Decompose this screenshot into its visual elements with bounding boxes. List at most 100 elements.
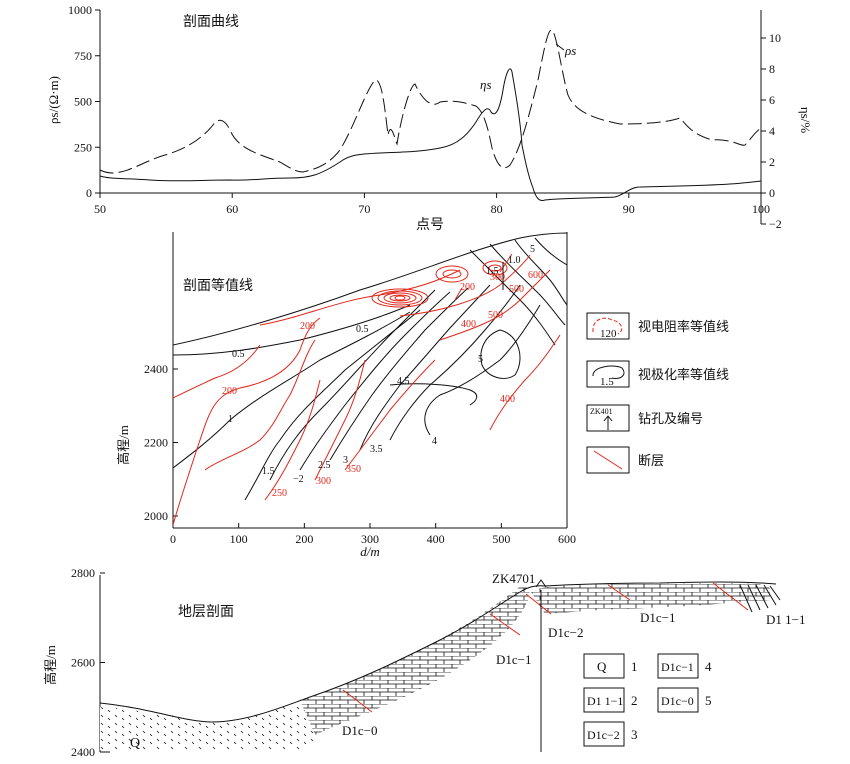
fault-line [499, 253, 513, 273]
contour-label: 600 [528, 270, 543, 281]
tick-label: 500 [492, 532, 510, 546]
panel1-left-label: ρs/(Ω·m) [46, 76, 61, 124]
quaternary-layer [100, 700, 320, 750]
strata-legend-num: 3 [631, 727, 638, 742]
panel3-y-label: 高程/m [43, 645, 58, 685]
contour-field [173, 232, 567, 526]
strata-legend-num: 2 [631, 693, 638, 708]
tick-label: −2 [769, 217, 782, 231]
tick-label: 100 [752, 202, 770, 216]
legend-item-polarization: 1.5 视极化率等值线 [586, 360, 729, 388]
tick-label: 0 [86, 186, 92, 200]
contour-label: 1.0 [508, 255, 521, 266]
topography-line [173, 232, 567, 346]
panel1-x-ticks: 50 60 70 80 90 100 [94, 193, 770, 216]
tick-label: 8 [769, 62, 775, 76]
legend-sample: ZK401 [590, 407, 613, 416]
tick-label: 50 [94, 202, 106, 216]
strata-legend: Q 1 D1 1−1 2 D1c−2 3 D1c−1 4 D1c−0 5 [583, 653, 712, 747]
strata-legend-sym: D1c−0 [661, 694, 694, 708]
panel1-left-ticks: 0 250 500 750 1000 [68, 3, 100, 200]
contour-label: 350 [346, 464, 361, 475]
contour-label: 1.5 [262, 466, 275, 477]
tick-label: 90 [623, 202, 635, 216]
legend-item-borehole: ZK401 钻孔及编号 [586, 404, 703, 432]
panel1-title: 剖面曲线 [183, 14, 239, 30]
limestone-strata [300, 586, 530, 735]
panel1-right-ticks: −2 0 2 4 6 8 10 [761, 31, 782, 231]
borehole-label: ZK4701 [492, 571, 535, 586]
contour-label: 1.5 [486, 266, 499, 277]
panel2-x-label: d/m [360, 544, 380, 559]
contour-label: 400 [500, 394, 515, 405]
contour-label: 5 [530, 244, 535, 255]
limestone-strata [530, 583, 770, 614]
panel1-x-label: 点号 [416, 217, 444, 233]
strata-legend-sym: Q [597, 659, 607, 674]
contour-label: 1 [228, 414, 233, 425]
contour-label: 2.5 [318, 460, 331, 471]
stratigraphic-panel: 地层剖面 2400 2600 2800 高程/m ZK4701 Q D1c−0 D1… [43, 566, 805, 759]
panel2-y-ticks: 2000 2200 2400 [144, 362, 178, 523]
contour-label: 200 [222, 386, 237, 397]
tick-label: 250 [74, 140, 92, 154]
terrain-surface [99, 581, 777, 723]
contour-label: 300 [490, 272, 505, 283]
tick-label: 600 [558, 532, 576, 546]
contour-label: 0.5 [232, 349, 245, 360]
tick-label: 400 [427, 532, 445, 546]
panel2-y-label: 高程/m [116, 425, 131, 465]
strata-legend-sym: D1 1−1 [587, 694, 623, 708]
contour-label: −2 [293, 474, 304, 485]
legend-label: 钻孔及编号 [638, 411, 703, 426]
tick-label: 500 [74, 95, 92, 109]
tick-label: 2000 [144, 509, 168, 523]
contour-label: 3 [343, 455, 348, 466]
contour-label: 4 [432, 436, 437, 447]
tick-label: 2400 [144, 362, 168, 376]
legend-label: 视电阻率等值线 [638, 319, 729, 334]
contour-label: 0.5 [356, 324, 369, 335]
tick-label: 0 [170, 532, 176, 546]
tick-label: 4 [769, 124, 775, 138]
tick-label: 300 [361, 532, 379, 546]
fault-traces [342, 582, 749, 713]
contour-label: 400 [461, 319, 476, 330]
resistivity-contours [173, 254, 561, 526]
strata-legend-sym: D1c−1 [661, 660, 694, 674]
legend-item-fault: 断层 [586, 446, 664, 474]
tick-label: 0 [769, 186, 775, 200]
legend-sample: 120 [600, 328, 617, 340]
contour-label: 250 [272, 488, 287, 499]
legend-label: 视极化率等值线 [638, 367, 729, 382]
contour-label: 200 [460, 282, 475, 293]
cleavage-lines [739, 584, 781, 613]
contour-panel: 剖面等值线 0 100 200 300 400 500 600 2000 2200 2400 d… [116, 232, 576, 559]
tick-label: 60 [226, 202, 238, 216]
tick-label: 80 [491, 202, 503, 216]
legend-sample: 1.5 [600, 376, 614, 388]
strata-legend-num: 1 [631, 659, 638, 674]
stratum-label: D1c−1 [640, 610, 676, 625]
tick-label: 6 [769, 93, 775, 107]
panel2-x-ticks: 0 100 200 300 400 500 600 [170, 523, 576, 546]
contour-label: 3.5 [370, 444, 383, 455]
tick-label: 200 [295, 532, 313, 546]
tick-label: 2 [769, 155, 775, 169]
stratum-label: D1c−0 [342, 723, 378, 738]
panel1-right-label: ηs/% [798, 107, 813, 133]
stratum-label: Q [130, 736, 140, 751]
contour-legend: 120 视电阻率等值线 1.5 视极化率等值线 ZK401 钻孔及编号 断层 [586, 312, 729, 474]
strata-legend-sym: D1c−2 [587, 728, 620, 742]
tick-label: 2200 [144, 436, 168, 450]
eta-s-label: ηs [480, 77, 492, 92]
legend-item-resistivity: 120 视电阻率等值线 [586, 312, 729, 340]
contour-label: 4.5 [397, 376, 410, 387]
tick-label: 100 [230, 532, 248, 546]
contour-label: 500 [488, 310, 503, 321]
panel3-title: 地层剖面 [178, 604, 234, 620]
contour-labels: 0.5 0.5 1 1.0 1.5 1.5 −2 2.5 3 3.5 4 4.5… [222, 244, 543, 499]
polarization-contours [173, 237, 567, 501]
panel2-title: 剖面等值线 [183, 277, 253, 294]
